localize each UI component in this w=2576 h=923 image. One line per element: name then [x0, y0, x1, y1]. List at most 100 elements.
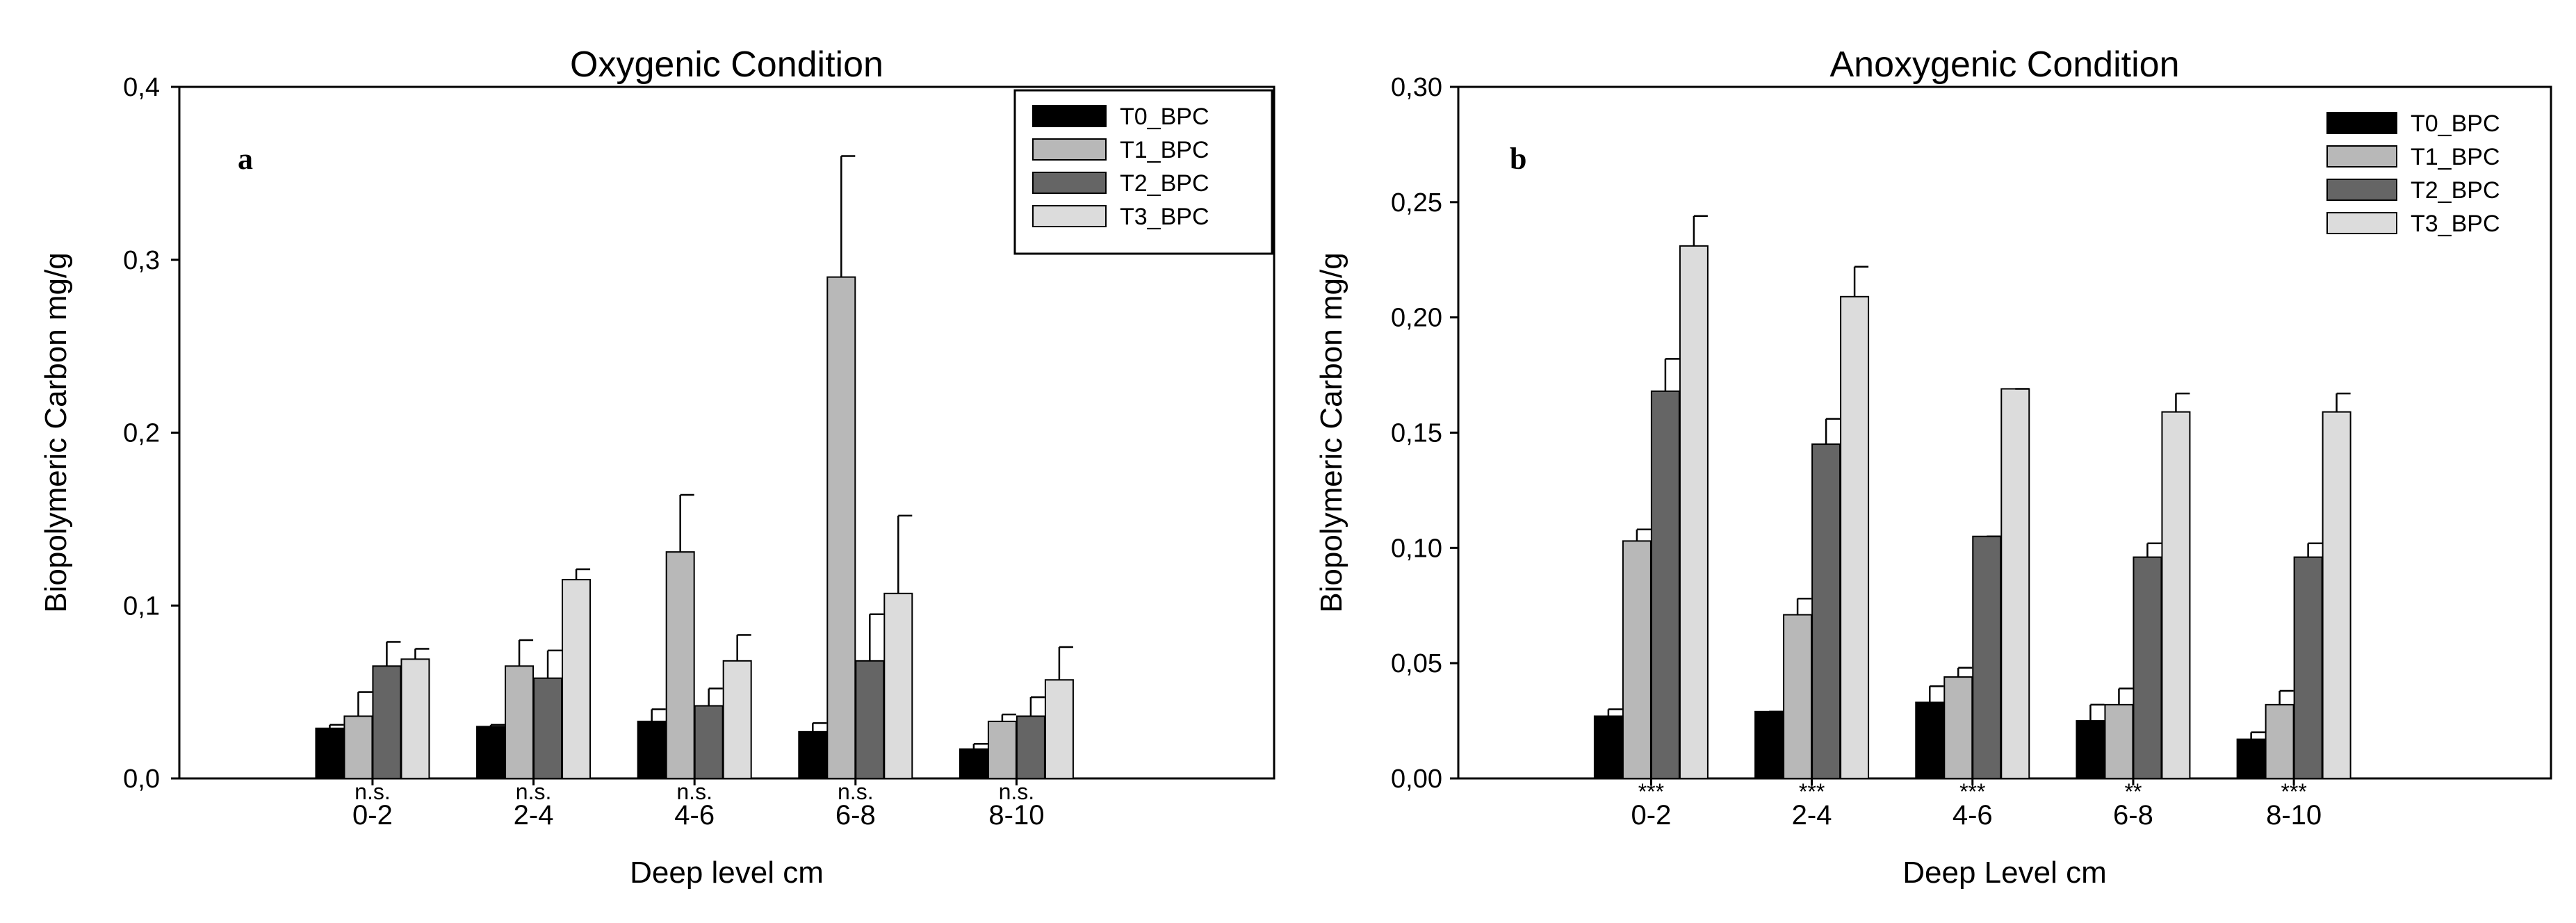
bar-T3_BPC-8-10	[2322, 411, 2351, 779]
legend: T0_BPC T1_BPC T2_BPC T3_BPC	[2326, 111, 2500, 237]
y-tick-label: 0,25	[1391, 188, 1442, 218]
bar-T2_BPC-2-4	[1811, 443, 1841, 779]
bar-T2_BPC-0-2	[1650, 390, 1680, 779]
x-axis-label: Deep Level cm	[1902, 856, 2106, 890]
significance-label: n.s.	[838, 779, 874, 804]
y-tick-label: 0,15	[1391, 419, 1442, 448]
bar-T1_BPC-8-10	[987, 720, 1017, 779]
significance-label: n.s.	[999, 779, 1035, 804]
legend-label-T3_BPC: T3_BPC	[1120, 204, 1209, 230]
bar-T2_BPC-4-6	[1972, 535, 2002, 779]
y-axis: 0,00 0,05 0,10 0,15 0,20 0,25 0,30	[1391, 73, 1458, 794]
legend-swatch-T2_BPC	[1032, 172, 1107, 194]
legend-label-T0_BPC: T0_BPC	[2411, 111, 2500, 137]
legend-swatch-T0_BPC	[1032, 105, 1107, 127]
bar-T2_BPC-0-2	[372, 665, 402, 779]
legend-label-T0_BPC: T0_BPC	[1120, 104, 1209, 130]
y-axis-label: Biopolymeric Carbon mg/g	[39, 252, 73, 612]
bar-T3_BPC-6-8	[883, 592, 913, 780]
bar-T1_BPC-4-6	[1943, 676, 1973, 779]
significance-label: n.s.	[354, 779, 391, 804]
category-label: 8-10	[988, 800, 1044, 831]
legend-swatch-T3_BPC	[1032, 205, 1107, 227]
chart-title: Anoxygenic Condition	[1830, 44, 2180, 85]
bar-T3_BPC-0-2	[1679, 245, 1709, 780]
category-label: 0-2	[352, 800, 393, 831]
y-tick-label: 0,05	[1391, 649, 1442, 678]
bar-T1_BPC-8-10	[2265, 703, 2294, 779]
bar-T0_BPC-6-8	[798, 730, 828, 780]
legend-label-T3_BPC: T3_BPC	[2411, 211, 2500, 237]
chart-title: Oxygenic Condition	[570, 44, 883, 85]
x-axis: n.s.0-2n.s.2-4n.s.4-6n.s.6-8n.s.8-10	[352, 778, 1044, 831]
bar-T2_BPC-4-6	[694, 705, 724, 780]
x-axis: ***0-2***2-4***4-6**6-8***8-10	[1631, 778, 2322, 831]
bars	[1593, 215, 2351, 780]
category-label: 4-6	[674, 800, 715, 831]
legend-swatch-T2_BPC	[2326, 179, 2397, 201]
bar-T2_BPC-6-8	[2133, 556, 2162, 779]
bar-T3_BPC-2-4	[1840, 295, 1870, 780]
significance-label: n.s.	[516, 779, 552, 804]
bar-T0_BPC-0-2	[315, 727, 345, 780]
y-tick-label: 0,30	[1391, 73, 1442, 102]
bar-T3_BPC-8-10	[1044, 679, 1074, 780]
bar-T2_BPC-8-10	[2293, 556, 2323, 779]
bar-T0_BPC-6-8	[2076, 720, 2105, 780]
category-label: 2-4	[1792, 800, 1832, 831]
category-label: 0-2	[1631, 800, 1672, 831]
legend-swatch-T3_BPC	[2326, 212, 2397, 234]
legend-label-T1_BPC: T1_BPC	[1120, 137, 1209, 163]
bar-T0_BPC-4-6	[637, 720, 667, 779]
y-tick-label: 0,00	[1391, 765, 1442, 794]
y-tick-label: 0,10	[1391, 534, 1442, 563]
bar-T1_BPC-6-8	[826, 276, 856, 779]
bar-T0_BPC-8-10	[959, 748, 988, 780]
bar-T1_BPC-0-2	[1622, 540, 1652, 780]
category-label: 4-6	[1953, 800, 1993, 831]
panel-a: Oxygenic Condition Deep level cm Biopoly…	[39, 44, 1275, 890]
bar-T0_BPC-2-4	[1754, 710, 1784, 779]
y-tick-label: 0,2	[123, 419, 160, 448]
y-axis: 0,0 0,1 0,2 0,3 0,4	[123, 73, 179, 794]
y-tick-label: 0,3	[123, 246, 160, 275]
bar-T1_BPC-2-4	[1783, 614, 1813, 779]
category-label: 8-10	[2266, 800, 2322, 831]
significance-label: ***	[1799, 779, 1825, 804]
legend-swatch-T1_BPC	[1032, 138, 1107, 161]
bar-T1_BPC-0-2	[343, 715, 373, 779]
significance-label: ***	[1638, 779, 1664, 804]
bar-T3_BPC-4-6	[2000, 388, 2030, 779]
legend-label-T2_BPC: T2_BPC	[2411, 177, 2500, 204]
y-axis-label: Biopolymeric Carbon mg/g	[1314, 252, 1348, 612]
legend-label-T2_BPC: T2_BPC	[1120, 170, 1209, 197]
bar-T0_BPC-8-10	[2236, 738, 2266, 780]
bar-T1_BPC-2-4	[505, 665, 535, 779]
bars	[315, 155, 1074, 780]
bar-T0_BPC-4-6	[1915, 701, 1945, 779]
bar-T3_BPC-4-6	[722, 660, 752, 779]
legend-swatch-T1_BPC	[2326, 145, 2397, 168]
y-tick-label: 0,4	[123, 73, 160, 102]
bar-T0_BPC-0-2	[1593, 715, 1623, 779]
legend-label-T1_BPC: T1_BPC	[2411, 144, 2500, 170]
legend: T0_BPC T1_BPC T2_BPC T3_BPC	[1013, 89, 1273, 255]
y-tick-label: 0,0	[123, 765, 160, 794]
bar-T2_BPC-2-4	[533, 677, 563, 779]
bar-T0_BPC-2-4	[476, 726, 506, 779]
bar-T2_BPC-6-8	[855, 660, 885, 779]
significance-label: ***	[2281, 779, 2306, 804]
bar-T2_BPC-8-10	[1016, 715, 1045, 779]
significance-label: ***	[1959, 779, 1985, 804]
y-tick-label: 0,1	[123, 591, 160, 621]
legend-swatch-T0_BPC	[2326, 112, 2397, 134]
significance-label: n.s.	[676, 779, 712, 804]
significance-label: **	[2124, 779, 2142, 804]
bar-T3_BPC-2-4	[562, 578, 592, 779]
category-label: 6-8	[2113, 800, 2153, 831]
panel-b: Anoxygenic Condition Deep Level cm Biopo…	[1314, 44, 2552, 890]
panel-letter: b	[1510, 142, 1526, 176]
bar-T3_BPC-0-2	[400, 658, 430, 779]
bar-T3_BPC-6-8	[2161, 411, 2191, 779]
